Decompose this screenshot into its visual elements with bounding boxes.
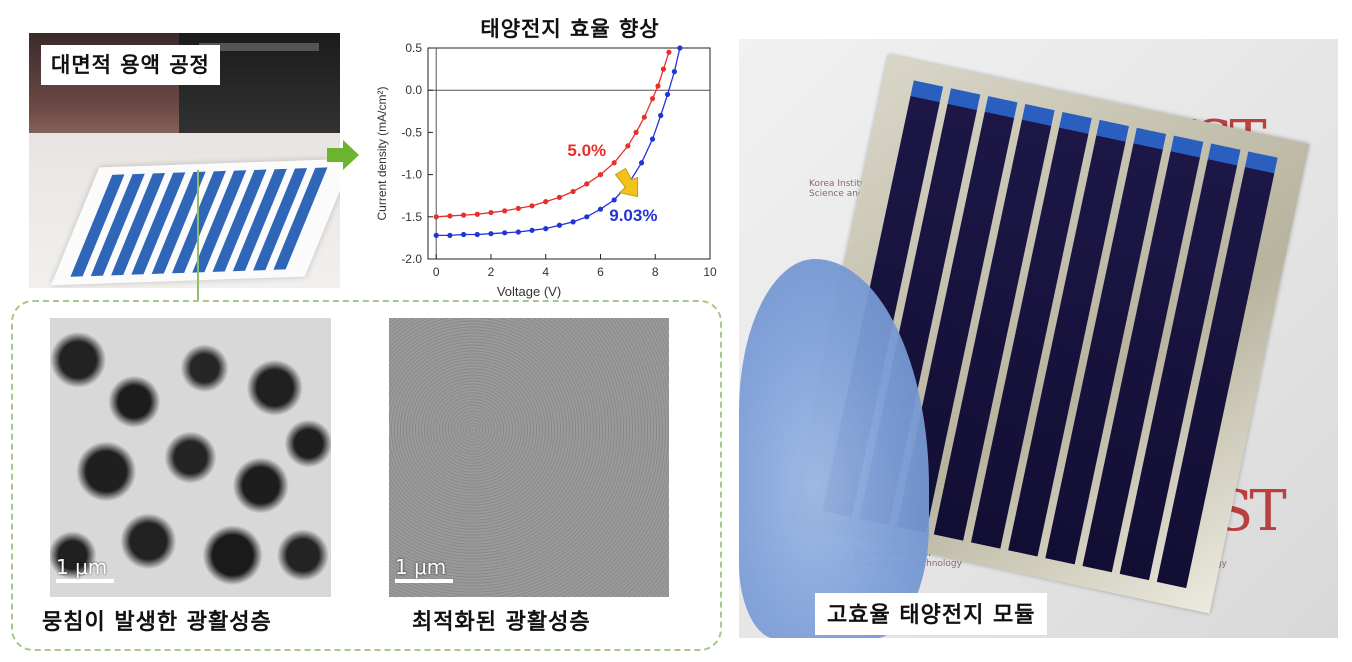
annotation-label: 9.03% — [609, 206, 657, 225]
data-point — [570, 219, 576, 225]
data-point — [488, 231, 494, 237]
module-caption: 고효율 태양전지 모듈 — [815, 593, 1048, 635]
y-tick-label: 0.0 — [405, 83, 422, 97]
data-point — [543, 226, 549, 232]
scale-bar — [56, 579, 114, 583]
x-tick-label: 6 — [597, 265, 604, 279]
data-point — [474, 231, 480, 238]
x-axis-label: Voltage (V) — [497, 284, 561, 299]
data-point — [666, 49, 672, 55]
data-point — [649, 136, 656, 142]
data-point — [502, 208, 508, 214]
data-point — [433, 232, 439, 238]
data-point — [611, 197, 617, 203]
data-point — [488, 209, 494, 216]
y-tick-label: -1.0 — [401, 168, 422, 182]
data-point — [529, 227, 535, 233]
data-point — [584, 181, 590, 187]
x-tick-label: 0 — [433, 265, 440, 279]
green-arrow-icon — [327, 140, 359, 170]
data-point — [460, 231, 467, 238]
scale-label: 1 μm — [395, 555, 447, 579]
data-point — [633, 129, 639, 135]
scale-bar — [395, 579, 453, 583]
x-tick-label: 2 — [488, 265, 495, 279]
data-point — [671, 69, 678, 75]
y-axis-label: Current density (mA/cm²) — [375, 86, 389, 220]
data-point — [625, 143, 631, 149]
data-point — [447, 232, 453, 238]
data-point — [611, 160, 617, 166]
y-tick-label: -1.5 — [401, 210, 422, 224]
data-point — [447, 213, 453, 219]
data-point — [655, 83, 661, 89]
sem-image-aggregated: 1 μm — [50, 318, 331, 597]
data-point — [460, 212, 467, 218]
y-tick-label: -2.0 — [401, 252, 422, 266]
sem-comparison-box — [11, 300, 722, 651]
plot-frame — [427, 47, 711, 260]
chart-title: 태양전지 효율 향상 — [480, 17, 660, 41]
coating-photo: 대면적 용액 공정 — [29, 33, 340, 288]
scale-label: 1 μm — [56, 555, 108, 579]
sem-right-caption: 최적화된 광활성층 — [412, 610, 591, 635]
data-point — [584, 214, 590, 220]
y-tick-label: -0.5 — [401, 125, 422, 139]
data-point — [474, 211, 480, 217]
data-point — [660, 66, 667, 72]
data-point — [664, 91, 671, 98]
y-tick-label: 0.5 — [405, 41, 422, 55]
data-point — [658, 112, 664, 119]
data-point — [597, 172, 604, 178]
data-point — [641, 114, 647, 120]
data-point — [649, 96, 656, 102]
connector-line — [197, 170, 199, 300]
coated-substrate — [50, 158, 340, 286]
data-point — [556, 194, 563, 200]
data-point — [543, 199, 549, 205]
data-point — [502, 230, 508, 236]
x-tick-label: 4 — [542, 265, 549, 279]
data-point — [433, 214, 439, 220]
annotation-label: 5.0% — [567, 141, 606, 160]
jv-chart: 0 2 4 6 8 10 -2.0 -1.5 -1.0 -0.5 0.0 0.5 Voltage (V)… — [375, 41, 717, 299]
data-point — [515, 205, 521, 211]
data-point — [638, 160, 645, 166]
sem-left-caption: 뭉침이 발생한 광활성층 — [42, 610, 272, 635]
data-point — [570, 188, 576, 195]
x-tick-label: 8 — [652, 265, 659, 279]
coating-title: 대면적 용액 공정 — [41, 45, 220, 85]
data-point — [597, 206, 604, 212]
sem-image-optimized: 1 μm — [389, 318, 669, 597]
data-point — [556, 222, 563, 228]
module-photo: KIST Korea Institute ofScience and Techn… — [739, 39, 1338, 638]
data-point — [677, 45, 683, 51]
data-point — [515, 229, 521, 235]
data-point — [529, 203, 535, 209]
yellow-arrow-icon — [614, 167, 639, 198]
x-tick-label: 10 — [703, 265, 717, 279]
